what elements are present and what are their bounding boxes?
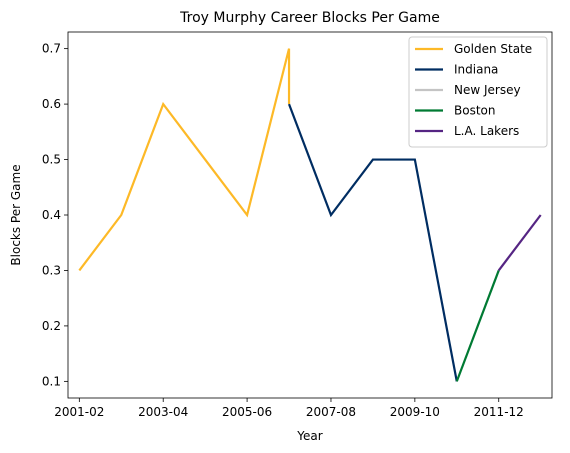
y-tick-label: 0.3 bbox=[42, 263, 61, 277]
series-line-4 bbox=[497, 214, 542, 272]
y-axis-ticks: 0.1 0.2 0.3 0.4 0.5 0.6 0.7 bbox=[42, 42, 68, 388]
x-tick-label: 2005-06 bbox=[222, 405, 272, 419]
series-line-3 bbox=[455, 270, 500, 382]
x-axis-ticks: 2001-02 2003-04 2005-06 2007-08 2009-10 2011-… bbox=[54, 398, 524, 419]
y-tick-label: 0.4 bbox=[42, 208, 61, 222]
x-tick-label: 2003-04 bbox=[138, 405, 188, 419]
legend-label-3: Boston bbox=[454, 104, 495, 118]
y-tick-label: 0.5 bbox=[42, 153, 61, 167]
series-line-0 bbox=[78, 48, 291, 272]
legend-label-1: Indiana bbox=[454, 63, 498, 77]
legend-frame bbox=[408, 36, 548, 148]
legend: Golden State Indiana New Jersey Boston L.A. … bbox=[408, 36, 548, 148]
chart-title: Troy Murphy Career Blocks Per Game bbox=[179, 10, 440, 26]
legend-label-2: New Jersey bbox=[454, 83, 521, 97]
legend-label-4: L.A. Lakers bbox=[454, 124, 519, 138]
y-tick-label: 0.1 bbox=[42, 374, 61, 388]
x-tick-label: 2011-12 bbox=[474, 405, 524, 419]
plot-frame bbox=[67, 31, 553, 399]
x-axis-label: Year bbox=[296, 429, 322, 443]
y-tick-label: 0.2 bbox=[42, 319, 61, 333]
y-tick-label: 0.7 bbox=[42, 42, 61, 56]
x-tick-label: 2009-10 bbox=[390, 405, 440, 419]
y-tick-label: 0.6 bbox=[42, 97, 61, 111]
y-axis-label: Blocks Per Game bbox=[9, 164, 23, 265]
x-tick-label: 2007-08 bbox=[306, 405, 356, 419]
series-line-1 bbox=[288, 103, 458, 382]
x-tick-label: 2001-02 bbox=[54, 405, 104, 419]
legend-label-0: Golden State bbox=[454, 42, 532, 56]
series-layer bbox=[78, 48, 542, 382]
